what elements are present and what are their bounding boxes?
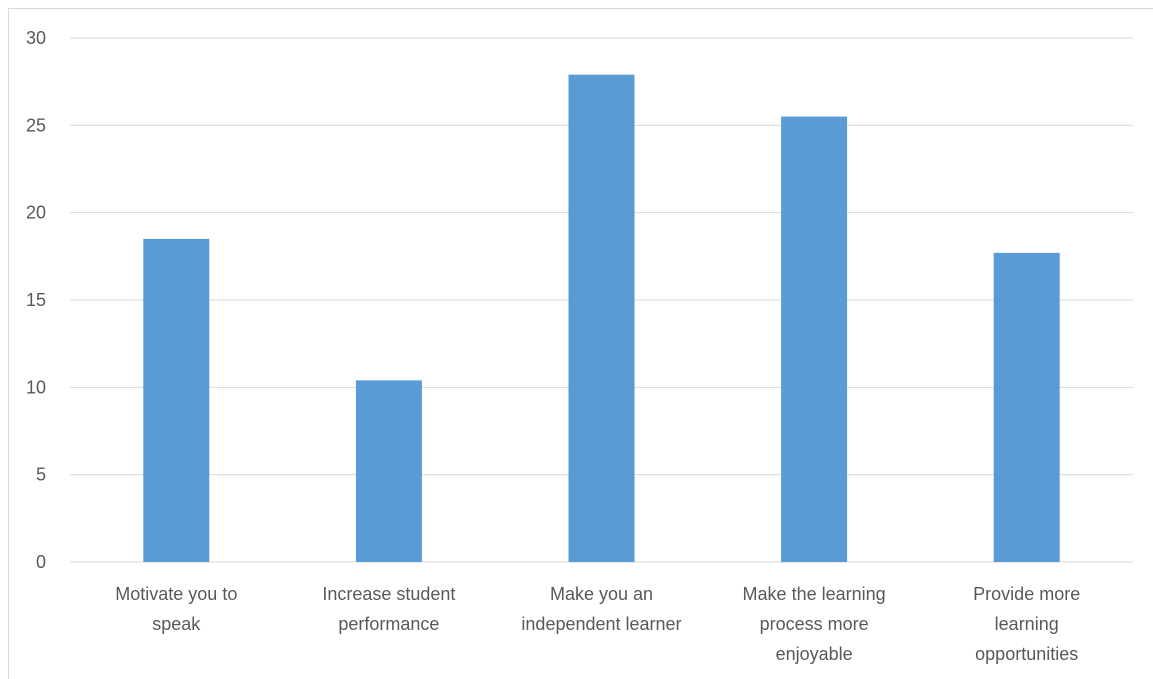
x-tick-label: enjoyable <box>776 644 853 664</box>
y-tick-label: 20 <box>26 203 46 223</box>
bar-3 <box>568 74 635 563</box>
bar-1 <box>143 238 210 562</box>
x-tick-label: performance <box>338 614 439 634</box>
y-tick-label: 0 <box>36 552 46 572</box>
x-tick-label: independent learner <box>521 614 681 634</box>
x-tick-label: Increase student <box>322 584 455 604</box>
y-tick-label: 15 <box>26 290 46 310</box>
y-tick-label: 25 <box>26 115 46 135</box>
x-tick-label: opportunities <box>975 644 1078 664</box>
x-tick-label: process more <box>760 614 869 634</box>
x-tick-label: Make the learning <box>743 584 886 604</box>
x-tick-label: speak <box>152 614 201 634</box>
bar-5 <box>993 252 1060 562</box>
y-tick-label: 30 <box>26 28 46 48</box>
x-tick-label: Make you an <box>550 584 653 604</box>
x-tick-label: learning <box>995 614 1059 634</box>
bar-2 <box>355 380 422 562</box>
y-tick-label: 10 <box>26 377 46 397</box>
bar-4 <box>781 116 848 562</box>
x-tick-label: Motivate you to <box>115 584 237 604</box>
y-tick-label: 5 <box>36 465 46 485</box>
x-tick-label: Provide more <box>973 584 1080 604</box>
